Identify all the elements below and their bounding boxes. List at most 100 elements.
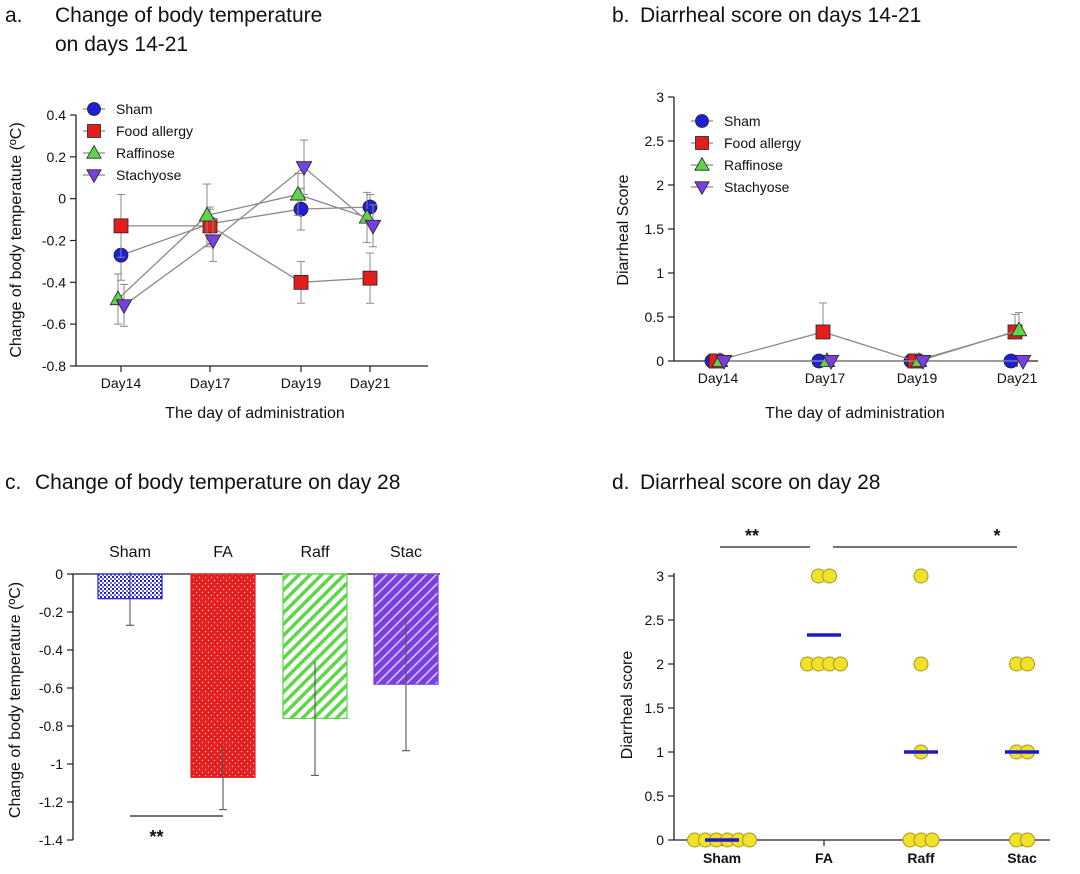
panel-a-legend-label-sham: Sham	[116, 101, 153, 117]
panel-d-point-stac	[1020, 656, 1035, 672]
panel-d-letter: d.	[612, 471, 630, 494]
panel-a-point-food-allergy-day14	[113, 218, 129, 234]
panel-a-line-raffinose	[117, 193, 368, 300]
panel-d-ytick-label: 2.5	[645, 612, 665, 628]
panel-d-xtick-label-sham: Sham	[703, 850, 741, 866]
panel-a-legend-label-stachyose: Stachyose	[116, 167, 182, 183]
panel-c-ytick-label: -1	[51, 756, 64, 772]
panel-a-plot	[109, 139, 382, 327]
panel-d-xtick-label-fa: FA	[815, 850, 833, 866]
panel-a-ytick-label: -0.6	[42, 316, 66, 332]
panel-d-ytick-label: 1	[656, 744, 664, 760]
panel-d-point-fa	[822, 568, 837, 584]
panel-c-category-label-stac: Stac	[390, 544, 422, 561]
panel-b-legend-marker-sham	[695, 114, 709, 128]
panel-a-legend-label-raffinose: Raffinose	[116, 145, 175, 161]
panel-a-legend-marker-stachyose	[86, 169, 102, 184]
panel-c-ytick-label: -0.6	[39, 680, 63, 696]
panel-b-xtick-label-day14: Day14	[698, 370, 739, 386]
panel-b-y-label: Diarrheal Score	[615, 174, 632, 285]
panel-d-point-sham	[742, 832, 757, 848]
panel-b-ytick-label: 1	[656, 265, 664, 281]
panel-c-bar-fa	[190, 573, 256, 778]
panel-a-xtick-label-day17: Day17	[190, 375, 231, 391]
panel-a-point-food-allergy-day21	[362, 270, 378, 286]
panel-b-title: Diarrheal score on days 14-21	[640, 4, 921, 27]
panel-a-line-stachyose	[123, 166, 374, 306]
panel-a-xtick-label-day14: Day14	[101, 375, 142, 391]
panel-b-legend-marker-food-allergy	[695, 136, 709, 150]
panel-b-point-raffinose-day21	[1010, 321, 1028, 337]
panel-d-xtick-label-stac: Stac	[1007, 850, 1037, 866]
panel-a-legend-label-food-allergy: Food allergy	[116, 123, 193, 139]
panel-c-significance-label: **	[149, 827, 163, 847]
panel-b-legend-label-stachyose: Stachyose	[724, 179, 790, 195]
panel-a-y-label: Change of body temperatute (ºC)	[8, 122, 25, 357]
panel-b-letter: b.	[612, 4, 630, 27]
panel-c-y-label: Change of body temperature (ºC)	[7, 582, 24, 818]
panel-a-xtick-label-day21: Day21	[350, 375, 391, 391]
panel-a-point-stachyose-day21	[364, 219, 382, 235]
panel-a-ytick-label: -0.4	[42, 274, 66, 290]
panel-d-xtick-label-raff: Raff	[907, 850, 935, 866]
panel-a-ytick-label: -0.2	[42, 233, 66, 249]
panel-c-category-label-fa: FA	[213, 544, 233, 561]
panel-b-x-label: The day of administration	[765, 405, 945, 422]
panel-d-ticks: 3 2.5 2 1.5 1 0.5 0 Sham FA Raff Stac	[645, 568, 1037, 866]
panel-d-ytick-label: 3	[656, 568, 664, 584]
panel-c-plot: **	[97, 572, 439, 847]
panel-a-point-raffinose-day17	[198, 206, 216, 222]
panel-b: b. Diarrheal score on days 14-21 3 2.5 2 1.…	[612, 4, 1038, 422]
panel-b-point-stachyose-day14	[715, 354, 733, 370]
panel-c-ytick-label: -0.8	[39, 718, 63, 734]
panel-b-point-stachyose-day21	[1014, 354, 1032, 370]
panel-a-line-food-allergy	[121, 225, 371, 283]
panel-b-xtick-label-day21: Day21	[997, 370, 1038, 386]
panel-a-point-stachyose-day17	[204, 234, 222, 250]
panel-b-ticks: 3 2.5 2 1.5 1 0.5 0 Day14 Day17 Day19 Day21	[645, 89, 1038, 386]
panel-b-legend-marker-stachyose	[694, 181, 710, 196]
panel-a-legend: Sham Food allergy Raffinose Stachyose	[83, 101, 193, 184]
panel-c: c. Change of body temperature on day 28 …	[5, 471, 440, 848]
panel-b-ytick-label: 3	[656, 89, 664, 105]
panel-d-point-raff	[913, 656, 929, 672]
panel-c-ytick-label: -1.2	[39, 794, 63, 810]
panel-a-x-label: The day of administration	[165, 405, 345, 422]
panel-b-legend-label-food-allergy: Food allergy	[724, 135, 801, 151]
panel-a-point-food-allergy-day19	[293, 274, 309, 290]
panel-d-point-stac	[1020, 832, 1035, 848]
panel-d-significance-label: **	[745, 526, 759, 546]
panel-a-point-stachyose-day14	[115, 299, 133, 315]
panel-b-point-food-allergy-day17	[815, 324, 831, 340]
panel-a-ytick-label: 0.2	[47, 149, 67, 165]
panel-a-legend-marker-food-allergy	[87, 124, 101, 138]
panel-c-category-label-raff: Raff	[300, 544, 330, 561]
panel-d-plot: ** *	[687, 526, 1039, 848]
panel-a-title-line2: on days 14-21	[55, 33, 188, 56]
panel-d-ytick-label: 0.5	[645, 788, 665, 804]
panel-c-ticks: 0 -0.2 -0.4 -0.6 -0.8 -1 -1.2 -1.4 Sham FA Raff Sta…	[39, 544, 422, 848]
panel-a-line-sham	[120, 206, 371, 256]
panel-c-ytick-label: -1.4	[39, 832, 63, 848]
panel-b-ytick-label: 2	[656, 177, 664, 193]
panel-a-ytick-label: 0	[58, 191, 66, 207]
panel-d-title: Diarrheal score on day 28	[640, 471, 880, 494]
panel-c-ytick-label: -0.2	[39, 604, 63, 620]
panel-b-legend-marker-raffinose	[694, 156, 710, 171]
panel-a-point-stachyose-day19	[295, 161, 313, 177]
panel-b-point-stachyose-day17	[822, 354, 840, 370]
panel-b-ytick-label: 2.5	[645, 133, 665, 149]
panel-a-letter: a.	[5, 4, 23, 27]
panel-d-point-raff	[924, 832, 940, 848]
panel-a: a. Change of body temperature on days 14…	[5, 4, 428, 422]
panel-a-ticks: 0.4 0.2 0 -0.2 -0.4 -0.6 -0.8 Day14 Day17 Day19 Da…	[42, 107, 391, 391]
panel-b-legend-label-raffinose: Raffinose	[724, 157, 783, 173]
panel-a-title-line1: Change of body temperature	[55, 4, 322, 27]
panel-a-ytick-label: 0.4	[47, 107, 67, 123]
panel-b-legend: Sham Food allergy Raffinose Stachyose	[691, 113, 801, 196]
panel-a-xtick-label-day19: Day19	[281, 375, 322, 391]
panel-d-ytick-label: 1.5	[645, 700, 665, 716]
panel-d: d. Diarrheal score on day 28 3 2.5 2 1.5 1 0.…	[612, 471, 1050, 866]
panel-a-point-sham-day21	[362, 199, 378, 215]
